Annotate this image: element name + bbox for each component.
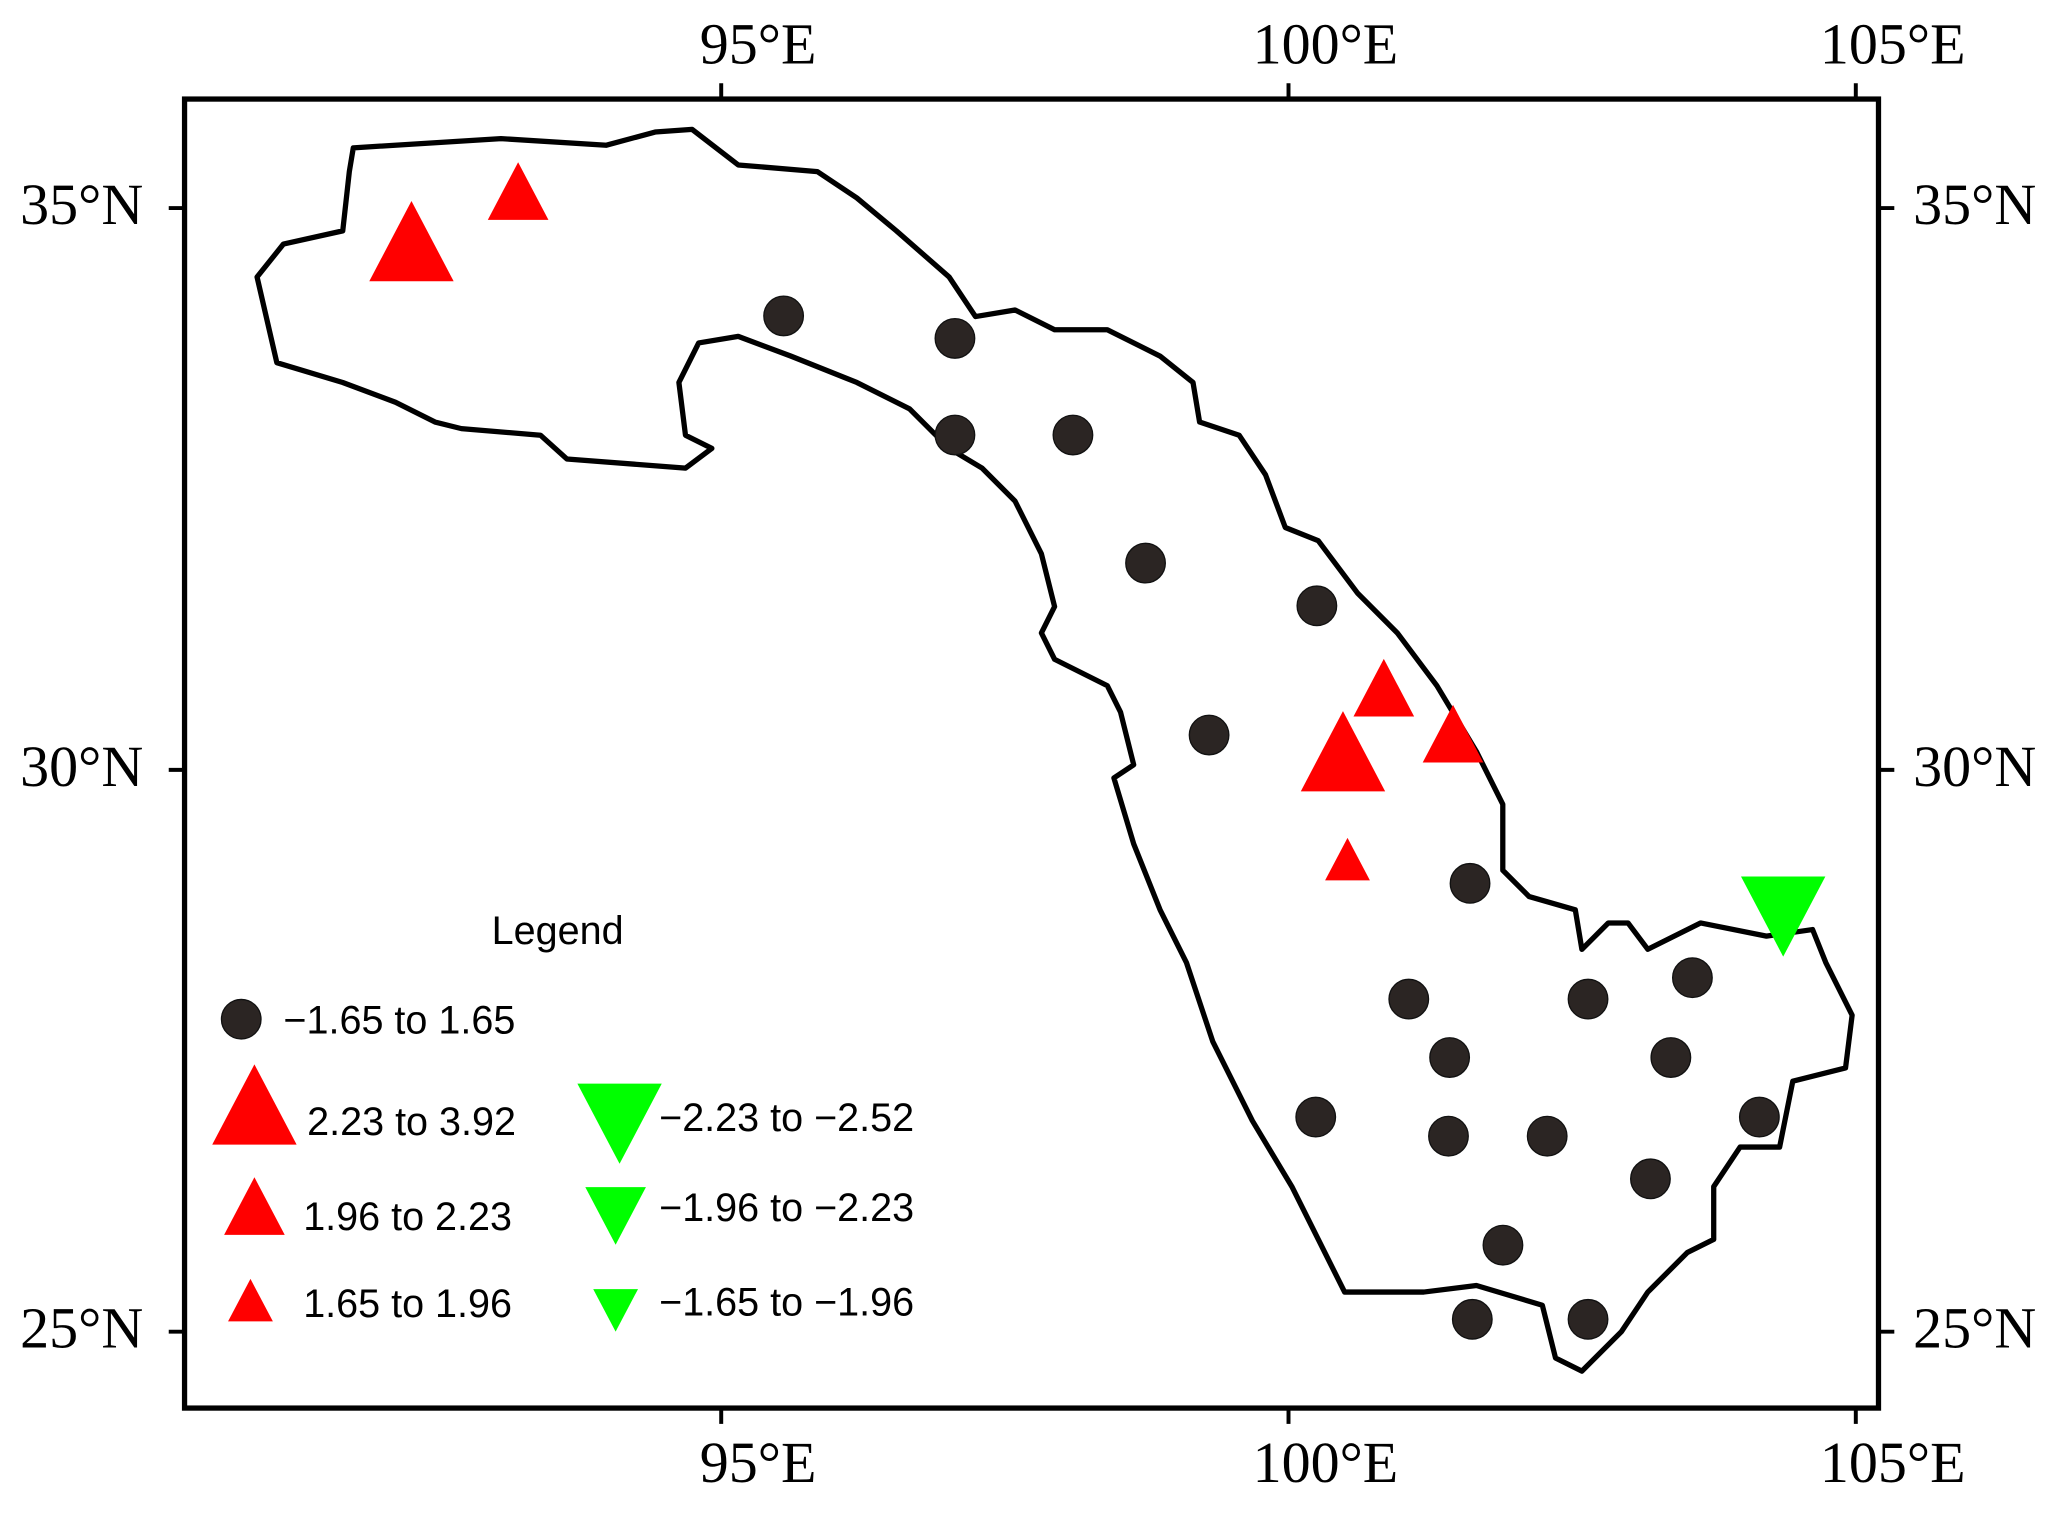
legend-label: −1.65 to −1.96	[659, 1281, 914, 1325]
station-marker	[487, 162, 549, 220]
x-tick-label: 100°E	[1253, 12, 1399, 77]
legend-symbol	[228, 1278, 273, 1322]
station-marker	[1052, 414, 1094, 456]
station-marker	[1325, 837, 1370, 881]
x-tick-label: 100°E	[1253, 1430, 1399, 1495]
station-marker	[1296, 585, 1338, 627]
station-marker	[1650, 1037, 1692, 1078]
y-tick-label: 30°N	[20, 734, 143, 799]
map-frame	[181, 96, 1882, 1411]
station-marker	[1188, 714, 1230, 756]
legend-label: −2.23 to −2.52	[659, 1096, 914, 1140]
y-tick-label: 25°N	[20, 1296, 143, 1361]
station-marker	[1451, 1298, 1493, 1340]
legend-label: 2.23 to 3.92	[307, 1100, 516, 1144]
station-marker	[1567, 1298, 1609, 1340]
station-marker	[1429, 1037, 1471, 1078]
station-marker	[1630, 1158, 1671, 1200]
station-marker	[763, 295, 805, 337]
legend-symbol	[212, 1064, 297, 1145]
legend-symbol	[577, 1083, 662, 1164]
legend-symbol	[593, 1289, 639, 1332]
station-marker	[1738, 1096, 1780, 1138]
legend-label: 1.96 to 2.23	[303, 1195, 512, 1239]
y-tick-label: 30°N	[1913, 734, 2036, 799]
station-marker	[1295, 1096, 1337, 1138]
legend-label: −1.65 to 1.65	[283, 999, 515, 1043]
station-marker	[1741, 876, 1826, 957]
station-marker	[1449, 862, 1491, 904]
station-marker	[1526, 1115, 1568, 1157]
station-marker	[1125, 542, 1166, 584]
station-marker	[1388, 978, 1430, 1020]
y-tick-label: 25°N	[1913, 1296, 2036, 1361]
x-tick-label: 95°E	[700, 1430, 817, 1495]
legend-symbol	[220, 998, 262, 1040]
station-marker	[1422, 704, 1484, 763]
x-tick-label: 105°E	[1820, 12, 1966, 77]
station-marker	[1353, 658, 1415, 717]
station-marker	[1567, 978, 1609, 1020]
station-marker	[934, 414, 976, 456]
legend-label: −1.96 to −2.23	[659, 1186, 914, 1230]
y-tick-label: 35°N	[20, 172, 143, 237]
station-marker	[934, 317, 976, 359]
station-marker	[369, 201, 454, 282]
x-tick-label: 95°E	[700, 12, 817, 77]
station-marker	[1482, 1224, 1524, 1266]
legend-symbol	[224, 1177, 285, 1235]
basin-outline	[254, 126, 1855, 1374]
station-marker	[1300, 711, 1386, 792]
legend-title: Legend	[492, 909, 624, 953]
station-marker	[1671, 957, 1713, 999]
legend-label: 1.65 to 1.96	[303, 1282, 512, 1326]
station-marker	[1428, 1115, 1469, 1157]
legend-symbol	[585, 1187, 646, 1245]
x-tick-label: 105°E	[1820, 1430, 1966, 1495]
y-tick-label: 35°N	[1913, 172, 2036, 237]
